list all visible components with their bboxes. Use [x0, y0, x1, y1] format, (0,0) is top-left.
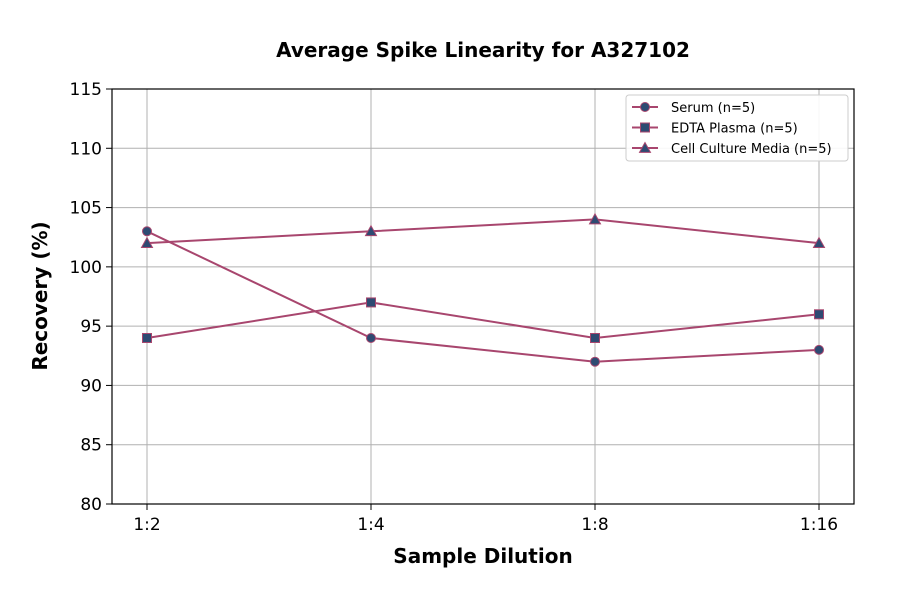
x-tick-label: 1:8: [581, 515, 608, 535]
series-circle: [142, 226, 824, 367]
chart-title: Average Spike Linearity for A327102: [276, 38, 690, 62]
y-tick-label: 105: [70, 199, 102, 219]
legend-marker-circle: [640, 102, 650, 112]
legend-marker-square: [640, 122, 650, 133]
data-point-triangle: [588, 212, 602, 225]
y-tick-label: 80: [80, 495, 102, 515]
data-point-circle: [142, 226, 152, 237]
data-point-circle: [814, 344, 824, 355]
y-tick-label: 90: [80, 376, 102, 396]
data-point-triangle: [140, 236, 154, 249]
data-point-circle: [366, 333, 376, 343]
y-tick-label: 100: [70, 258, 102, 278]
legend-marker-triangle: [638, 141, 652, 153]
x-tick-label: 1:2: [133, 515, 160, 535]
x-axis-ticks: 1:2 1:4 1:8 1:16: [133, 504, 838, 535]
series-line: [146, 230, 820, 363]
data-point-square: [366, 297, 376, 308]
y-tick-label: 85: [80, 436, 102, 456]
series-lines: [140, 212, 826, 367]
y-tick-label: 115: [70, 80, 102, 100]
x-axis-label: Sample Dilution: [393, 544, 572, 568]
x-tick-label: 1:16: [800, 515, 838, 535]
legend-label: EDTA Plasma (n=5): [671, 122, 798, 137]
y-tick-label: 95: [80, 317, 102, 337]
y-axis-label: Recovery (%): [28, 221, 52, 370]
legend: Serum (n=5) EDTA Plasma (n=5) Cell Culture…: [625, 94, 849, 162]
series-line: [146, 301, 820, 340]
data-point-square: [814, 309, 824, 320]
data-point-square: [590, 333, 600, 343]
data-point-circle: [590, 356, 600, 367]
legend-label: Serum (n=5): [671, 101, 755, 116]
legend-box: [625, 94, 849, 162]
legend-item: EDTA Plasma (n=5): [632, 122, 798, 137]
series-line: [146, 218, 820, 245]
y-tick-label: 110: [70, 139, 102, 159]
y-axis-ticks: 80 85 90 95 100 105 110 115: [70, 80, 112, 515]
legend-item: Serum (n=5): [632, 101, 755, 116]
series-triangle: [140, 212, 826, 249]
series-square: [142, 297, 824, 343]
data-point-square: [142, 333, 152, 343]
legend-item: Cell Culture Media (n=5): [632, 141, 832, 157]
legend-label: Cell Culture Media (n=5): [671, 142, 832, 157]
data-point-triangle: [812, 236, 826, 249]
data-point-triangle: [364, 224, 378, 237]
plot-area-frame: [111, 88, 855, 505]
x-tick-label: 1:4: [357, 515, 384, 535]
